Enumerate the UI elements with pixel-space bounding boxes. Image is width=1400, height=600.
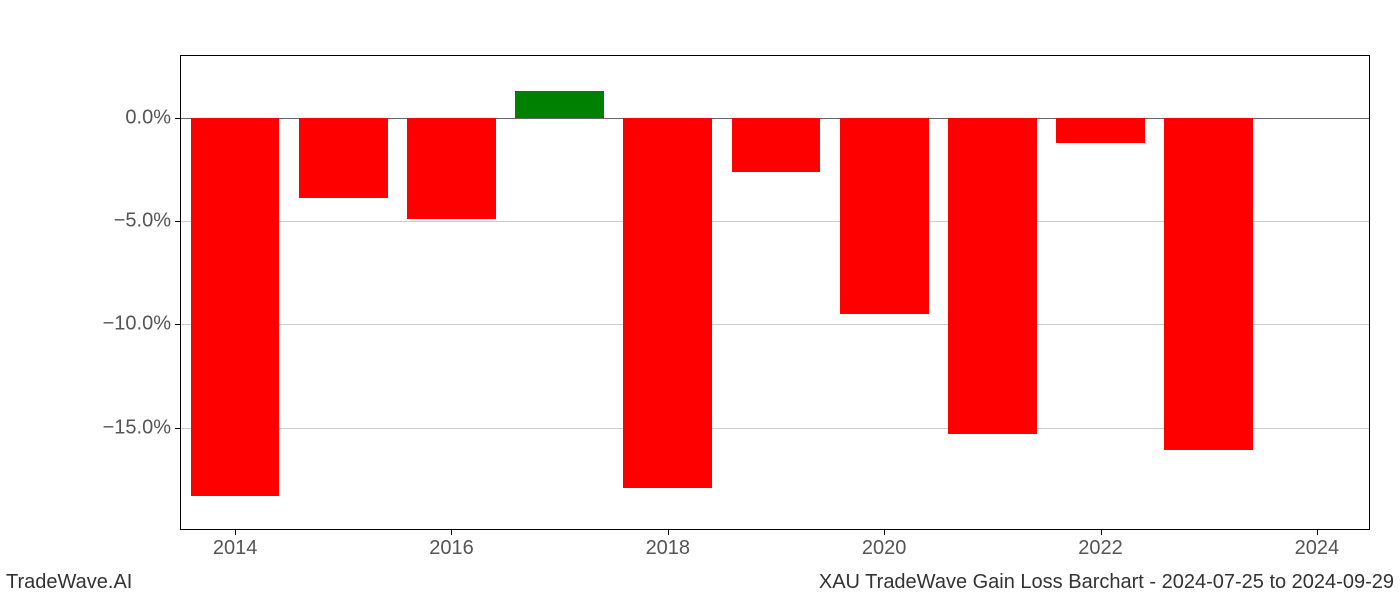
- ytick-label: −15.0%: [103, 416, 181, 439]
- bar: [1164, 118, 1253, 451]
- bar: [191, 118, 280, 496]
- ytick-label: −5.0%: [114, 210, 181, 233]
- ytick-label: −10.0%: [103, 313, 181, 336]
- bar: [1056, 118, 1145, 143]
- bar: [407, 118, 496, 219]
- plot-area: 0.0%−5.0%−10.0%−15.0%2014201620182020202…: [180, 55, 1370, 530]
- ytick-label: 0.0%: [125, 106, 181, 129]
- footer-left: TradeWave.AI: [6, 571, 132, 594]
- bar: [948, 118, 1037, 434]
- xtick-label: 2024: [1295, 529, 1340, 560]
- bar: [732, 118, 821, 172]
- bar: [840, 118, 929, 314]
- bar: [515, 91, 604, 118]
- chart-container: 0.0% −5.0% −10.0% −15.0% 2014 2016 2018 2020 202…: [0, 0, 1400, 600]
- bar: [623, 118, 712, 488]
- xtick-label: 2022: [1078, 529, 1123, 560]
- bar: [299, 118, 388, 199]
- footer-right: XAU TradeWave Gain Loss Barchart - 2024-…: [819, 571, 1394, 594]
- xtick-label: 2018: [646, 529, 691, 560]
- xtick-label: 2014: [213, 529, 258, 560]
- xtick-label: 2016: [429, 529, 474, 560]
- xtick-label: 2020: [862, 529, 907, 560]
